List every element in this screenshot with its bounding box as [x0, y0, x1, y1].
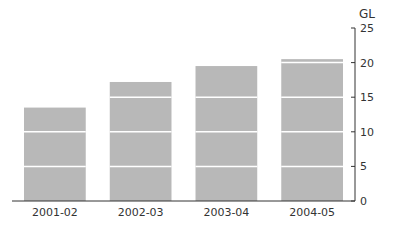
- x-tick-label: 2001-02: [32, 206, 78, 219]
- bar-band: [281, 131, 343, 133]
- y-tick-label: 5: [360, 160, 367, 173]
- bar-band: [196, 131, 258, 133]
- y-tick-label: 0: [360, 195, 367, 208]
- bar-band: [110, 131, 172, 133]
- x-axis-line: [12, 201, 355, 202]
- y-tick: [351, 62, 355, 63]
- y-tick-label: 15: [360, 91, 374, 104]
- y-axis-line: [355, 28, 356, 201]
- bar-band: [281, 96, 343, 98]
- bar-band: [110, 96, 172, 98]
- y-tick: [351, 97, 355, 98]
- y-axis-label: GL: [359, 7, 375, 21]
- y-tick-label: 20: [360, 57, 374, 70]
- y-tick: [351, 201, 355, 202]
- bar: [110, 82, 172, 201]
- x-tick-label: 2004-05: [289, 206, 335, 219]
- bar-band: [24, 166, 86, 168]
- x-tick-label: 2002-03: [118, 206, 164, 219]
- y-tick: [351, 28, 355, 29]
- bar-band: [196, 96, 258, 98]
- bar: [196, 66, 258, 201]
- bar: [24, 108, 86, 201]
- y-tick: [351, 166, 355, 167]
- bar-band: [281, 62, 343, 64]
- x-tick-label: 2003-04: [203, 206, 249, 219]
- y-tick: [351, 131, 355, 132]
- bar-band: [110, 166, 172, 168]
- y-tick-label: 25: [360, 22, 374, 35]
- bar-band: [24, 131, 86, 133]
- bar-band: [281, 166, 343, 168]
- bar-band: [196, 166, 258, 168]
- chart-svg: 2001-02 2002-03 2003-04 2004-05 0 5 10 15 20 25GL: [0, 0, 397, 227]
- bar: [281, 59, 343, 201]
- bars: [24, 59, 343, 201]
- chart-container: 2001-02 2002-03 2003-04 2004-05 0 5 10 15 20 25GL: [0, 0, 397, 227]
- y-tick-label: 10: [360, 126, 374, 139]
